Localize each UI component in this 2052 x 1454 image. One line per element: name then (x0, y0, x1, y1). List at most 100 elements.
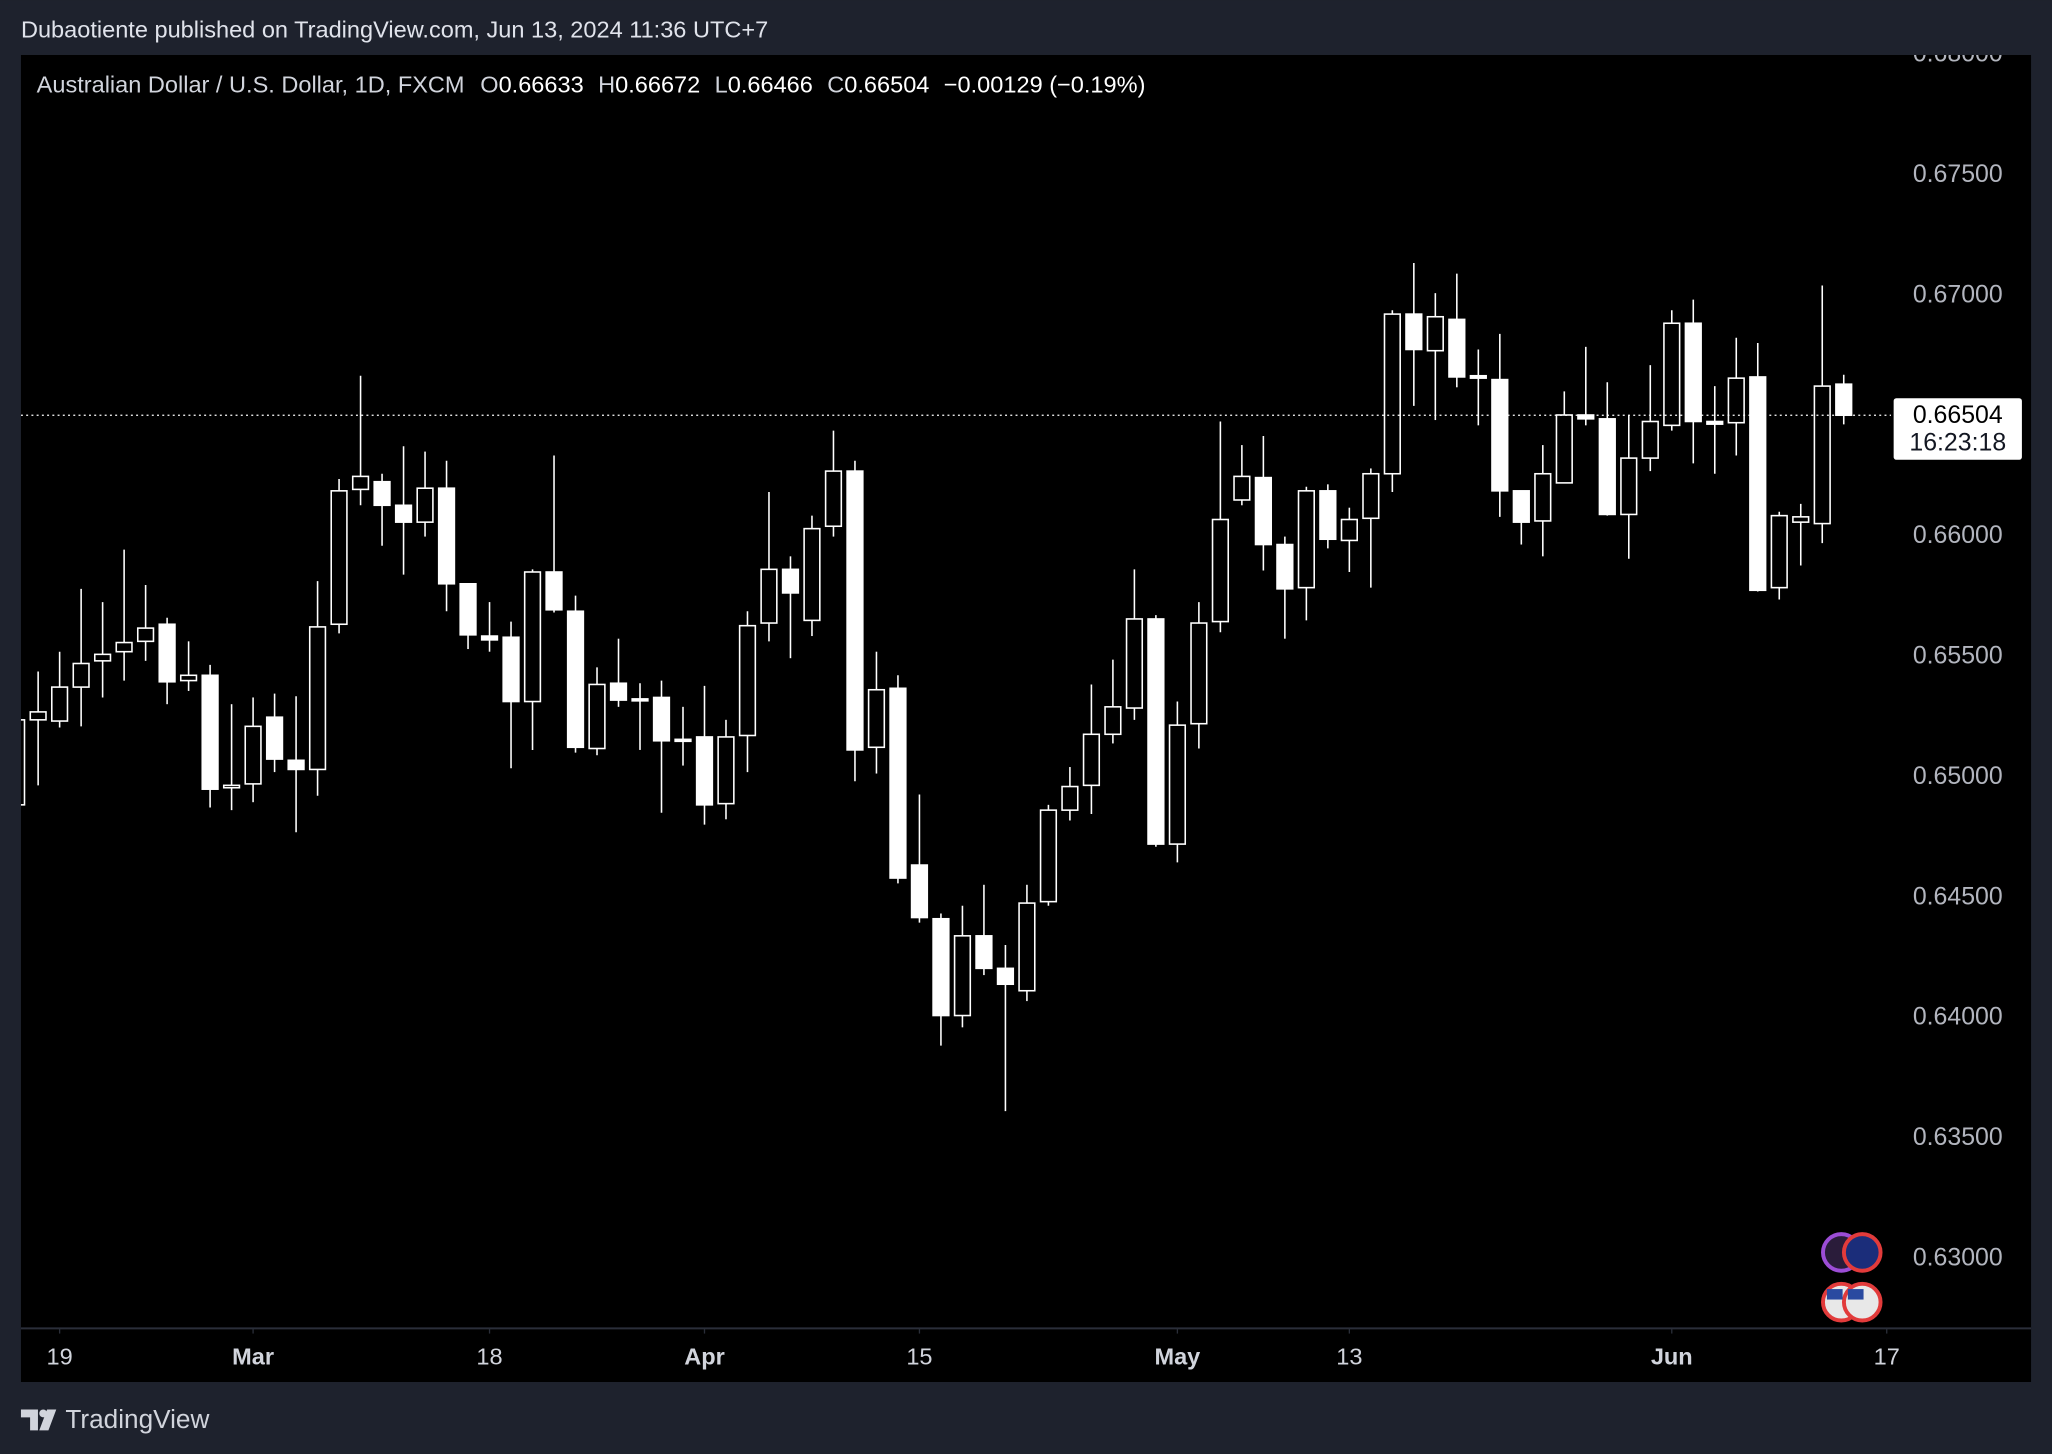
x-tick-label: Apr (684, 1344, 725, 1370)
candle-body (1104, 706, 1122, 736)
candle-body (1426, 315, 1444, 352)
y-tick-label: 0.67000 (1913, 280, 2003, 308)
x-tick-label: 17 (1874, 1344, 1900, 1370)
x-tick-label: May (1154, 1344, 1200, 1370)
y-tick-label: 0.65000 (1913, 762, 2003, 790)
candle-body (738, 624, 757, 737)
ohlc-label: H (598, 72, 615, 98)
y-tick-label: 0.64500 (1913, 882, 2003, 910)
candle-body (330, 490, 348, 626)
time-axis: 19 Mar 18 Apr 15 May 13 Jun 17 (47, 1328, 1900, 1370)
brand-logo (20, 1409, 57, 1431)
candle-body (1190, 622, 1208, 725)
candle-body (760, 568, 778, 624)
candle-body (631, 698, 649, 702)
candle-body (502, 636, 520, 703)
candle-body (1684, 322, 1702, 423)
candle-body (1254, 476, 1273, 546)
candle-body (996, 967, 1015, 986)
event-icons (1821, 1232, 1883, 1323)
candle-body (609, 682, 628, 701)
candle-body (1233, 475, 1251, 501)
candle-body (1491, 378, 1509, 492)
candle-body (889, 687, 907, 879)
candle-body (1405, 313, 1423, 351)
change-value: −0.00129 (−0.19%) (944, 72, 1146, 98)
candle-body (1061, 785, 1079, 811)
candle-body (416, 487, 434, 523)
candle-body (545, 571, 563, 611)
candle-body (179, 674, 198, 682)
candle-body (459, 583, 477, 636)
candle-body (1362, 472, 1380, 520)
candle-body (1620, 457, 1638, 516)
candle-body (1835, 383, 1853, 417)
chart-panel (20, 54, 2032, 1382)
ohlc-label: C (827, 72, 844, 98)
candle-body (136, 627, 155, 643)
candle-body (910, 864, 929, 919)
brand-name: TradingView (65, 1404, 209, 1434)
candle-body (588, 683, 606, 750)
candle-body (158, 623, 176, 683)
y-tick-label: 0.64000 (1913, 1003, 2003, 1031)
ohlc-value: 0.66466 (728, 72, 813, 98)
candle-body (201, 674, 219, 790)
candle-body (1448, 318, 1466, 378)
candle-body (1512, 490, 1530, 523)
ohlc-value: 0.66672 (615, 72, 700, 98)
candle-body (674, 738, 692, 743)
candle-body (29, 711, 47, 721)
brand: TradingView (20, 1404, 209, 1434)
candle-body (1534, 472, 1552, 522)
candle-body (20, 719, 26, 806)
candle-body (265, 716, 284, 760)
countdown-label: 16:23:18 (1909, 429, 2006, 457)
candle-body (373, 480, 391, 507)
candle-body (1770, 514, 1788, 589)
candle-body (953, 935, 972, 1017)
candle-body (566, 610, 585, 749)
publisher-line: Dubaotiente published on TradingView.com… (21, 17, 768, 43)
candle-body (351, 475, 370, 491)
candle-body (975, 935, 993, 970)
candle-body (1039, 809, 1058, 903)
last-price-tag (1893, 398, 2022, 460)
candle-body (1469, 374, 1487, 379)
candle-body (222, 784, 241, 789)
ohlc-value: 0.66504 (844, 72, 929, 98)
y-tick-label: 0.66000 (1913, 521, 2003, 549)
candle-body (72, 662, 90, 688)
candle-body (1018, 902, 1036, 992)
candle-body (932, 917, 950, 1017)
brand-logo (39, 1409, 48, 1418)
candle-body (695, 736, 714, 806)
candle-body (846, 470, 864, 751)
y-tick-label: 0.63000 (1913, 1244, 2003, 1272)
candle-body (824, 470, 843, 528)
candle-body (1147, 618, 1165, 845)
ohlc-value: 0.66633 (499, 72, 584, 98)
y-tick-label: 0.68000 (1913, 40, 2003, 68)
candle-body (717, 736, 735, 805)
candle-body (1555, 414, 1573, 484)
symbol-name: Australian Dollar / U.S. Dollar, 1D, FXC… (37, 72, 465, 98)
candle-body (287, 759, 305, 771)
candle-body (437, 487, 456, 585)
candle-body (394, 504, 413, 523)
candle-body (1641, 420, 1659, 459)
candle-body (1276, 543, 1294, 590)
candle-body (781, 568, 800, 594)
candle-body (244, 725, 262, 785)
ohlc-label: O (480, 72, 498, 98)
icon (1841, 1232, 1883, 1273)
x-tick-label: 19 (47, 1344, 73, 1370)
candle-body (1297, 490, 1315, 589)
y-tick-label: 0.65500 (1913, 642, 2003, 670)
candle-body (652, 696, 671, 742)
candle-body (50, 686, 69, 722)
candle-body (1749, 376, 1767, 592)
candle-body (308, 626, 327, 771)
candle-body (1706, 420, 1724, 425)
